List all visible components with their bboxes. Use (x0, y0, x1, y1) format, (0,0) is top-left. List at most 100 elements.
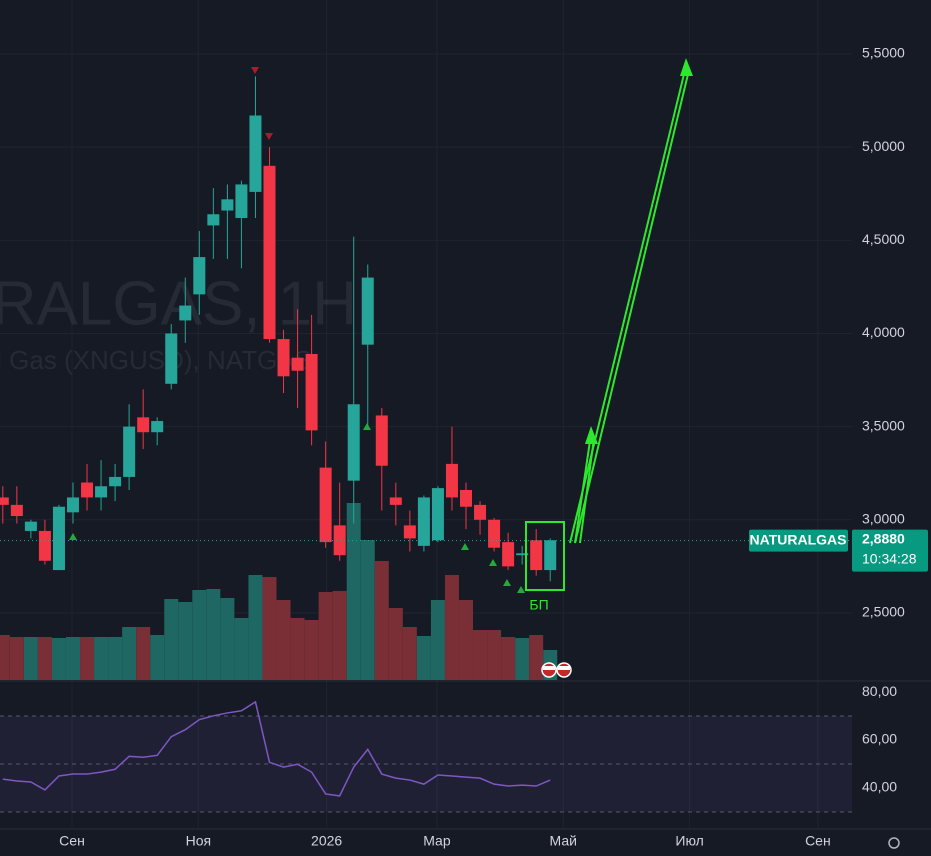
candle-body (221, 199, 234, 211)
volume-bar (332, 591, 347, 680)
candle-body (263, 165, 276, 340)
volume-bar (318, 592, 333, 680)
volume-bar (150, 635, 165, 680)
candle-body (403, 525, 416, 539)
volume-bar (346, 503, 361, 680)
price-label: 2,8880 (862, 530, 905, 546)
signal-marker (489, 559, 497, 566)
x-tick-label: Мар (423, 833, 451, 849)
arrow-head (680, 58, 693, 76)
y-tick-label: 2,5000 (862, 604, 905, 620)
volume-bar (206, 589, 221, 680)
candle-body (375, 415, 388, 466)
volume-bar (304, 620, 319, 680)
volume-bar (374, 561, 389, 680)
candle-body (361, 277, 374, 345)
candle-body (333, 525, 346, 556)
candle-body (165, 333, 178, 384)
arrow-head (585, 426, 598, 444)
volume-bar (402, 627, 417, 680)
candle-body (81, 482, 94, 498)
volume-bar (9, 637, 24, 680)
volume-bar (416, 636, 431, 680)
candle-body (445, 463, 458, 498)
candle-body (347, 404, 360, 481)
x-tick-label: Май (550, 833, 577, 849)
candle-body (319, 467, 332, 543)
volume-bar (108, 637, 123, 680)
x-tick-label: Сен (805, 833, 831, 849)
price-label-box (852, 529, 928, 572)
watermark: NATURALGAS, 1H (0, 269, 357, 338)
candle-body (235, 184, 248, 218)
watermark: Natural Gas (XNGUSD), NATGAS (0, 345, 312, 375)
candle-body (249, 115, 262, 192)
volume-bar (37, 637, 52, 680)
candle-body (277, 339, 290, 377)
y-tick-label: 5,0000 (862, 138, 905, 154)
candle-body (544, 540, 557, 571)
volume-bar (164, 599, 179, 680)
rsi-line (2, 700, 551, 797)
candle-body (95, 486, 108, 498)
candle-body (474, 504, 487, 520)
candle-body (305, 353, 318, 431)
candle-body (488, 519, 501, 548)
y-tick-label: 5,5000 (862, 45, 905, 61)
candle-body (431, 488, 444, 541)
candle-body (207, 214, 220, 226)
candle-body (109, 476, 122, 487)
candle-body (179, 305, 192, 321)
volume-bar (0, 635, 10, 680)
rsi-tick-label: 60,00 (862, 731, 897, 747)
volume-bar (262, 577, 277, 680)
candle-body (193, 257, 206, 295)
candle-body (66, 497, 79, 513)
candle-body (291, 357, 304, 371)
x-tick-label: Ноя (186, 833, 211, 849)
rsi-tick-label: 40,00 (862, 779, 897, 795)
candle-body (123, 426, 136, 477)
volume-bar (192, 590, 207, 680)
arrow-line (574, 69, 690, 544)
symbol-label-box (749, 529, 848, 552)
annotation-box (525, 521, 565, 591)
volume-bar (178, 602, 193, 680)
event-flag (543, 666, 555, 670)
y-tick-label: 3,0000 (862, 510, 905, 526)
volume-bar (276, 600, 291, 680)
volume-bar (430, 600, 445, 680)
volume-bar (80, 637, 95, 680)
volume-bar (220, 598, 235, 680)
volume-bar (501, 637, 516, 680)
candle-body (502, 542, 515, 567)
candle-body (10, 504, 23, 517)
settings-icon (888, 837, 900, 849)
volume-bar (136, 627, 151, 680)
volume-bar (234, 618, 249, 680)
volume-bar (65, 637, 80, 680)
y-tick-label: 4,5000 (862, 231, 905, 247)
event-flag (558, 666, 570, 670)
annotation-label: БП (529, 597, 548, 613)
candle-body (38, 530, 51, 561)
signal-marker (461, 543, 469, 550)
volume-bar (529, 635, 544, 680)
volume-bar (23, 637, 38, 680)
volume-bar (473, 630, 488, 680)
signal-marker (503, 579, 511, 586)
candle-body (530, 540, 543, 571)
volume-bar (51, 638, 66, 680)
candle-body (417, 497, 430, 546)
arrow-line (574, 433, 592, 544)
x-tick-label: Сен (59, 833, 85, 849)
x-tick-label: 2026 (311, 833, 342, 849)
volume-bar (388, 608, 403, 680)
countdown-label: 10:34:28 (862, 550, 917, 566)
volume-bar (444, 575, 459, 680)
candle-body (137, 417, 150, 433)
candle-body (0, 497, 9, 505)
volume-bar (122, 627, 137, 680)
signal-marker (363, 423, 371, 430)
